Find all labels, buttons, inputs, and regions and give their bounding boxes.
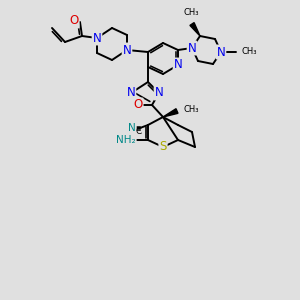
Text: S: S [159,140,167,154]
Text: N: N [174,58,182,71]
Text: N: N [128,123,136,133]
Text: N: N [93,32,101,44]
Polygon shape [190,22,200,36]
Text: N: N [188,41,196,55]
Polygon shape [163,109,178,117]
Text: CH₃: CH₃ [241,47,256,56]
Text: C: C [136,128,142,136]
Text: N: N [123,44,131,56]
Text: N: N [217,46,225,59]
Text: O: O [134,98,142,112]
Text: CH₃: CH₃ [183,104,199,113]
Text: N: N [127,86,135,100]
Text: N: N [154,86,164,100]
Text: NH₂: NH₂ [116,135,136,145]
Text: O: O [69,14,79,28]
Text: CH₃: CH₃ [183,8,199,17]
